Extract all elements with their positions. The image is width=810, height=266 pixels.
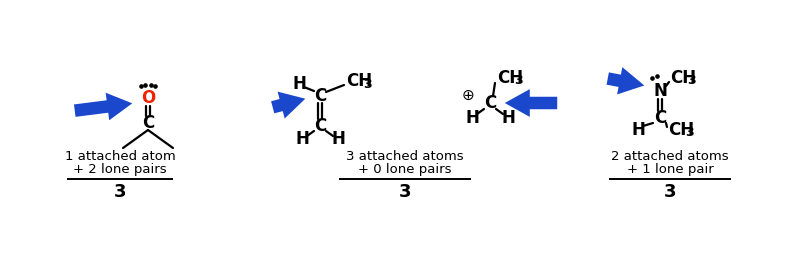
Text: H: H — [295, 130, 309, 148]
Text: H: H — [465, 109, 479, 127]
Text: 3: 3 — [687, 74, 696, 88]
Text: C: C — [654, 109, 666, 127]
Text: O: O — [141, 89, 156, 107]
Text: + 0 lone pairs: + 0 lone pairs — [358, 164, 452, 177]
Text: CH: CH — [497, 69, 523, 87]
Text: 1 attached atom: 1 attached atom — [65, 149, 176, 163]
Text: 3 attached atoms: 3 attached atoms — [346, 149, 464, 163]
Text: N: N — [653, 82, 667, 100]
Text: CH: CH — [670, 69, 696, 87]
Text: H: H — [331, 130, 345, 148]
Text: 3: 3 — [514, 74, 522, 88]
Text: C: C — [142, 114, 154, 132]
Text: 3: 3 — [685, 127, 693, 139]
Text: H: H — [631, 121, 645, 139]
Text: CH: CH — [346, 72, 372, 90]
Text: H: H — [292, 75, 306, 93]
Text: 3: 3 — [113, 183, 126, 201]
Text: + 1 lone pair: + 1 lone pair — [627, 164, 714, 177]
Text: C: C — [314, 117, 326, 135]
Text: C: C — [484, 94, 496, 112]
Text: 3: 3 — [663, 183, 676, 201]
Text: 2 attached atoms: 2 attached atoms — [612, 149, 729, 163]
Text: 3: 3 — [399, 183, 411, 201]
Text: + 2 lone pairs: + 2 lone pairs — [73, 164, 167, 177]
Text: ⊕: ⊕ — [462, 88, 475, 102]
Text: H: H — [501, 109, 515, 127]
Text: 3: 3 — [363, 77, 372, 90]
Text: C: C — [314, 87, 326, 105]
Text: CH: CH — [668, 121, 694, 139]
